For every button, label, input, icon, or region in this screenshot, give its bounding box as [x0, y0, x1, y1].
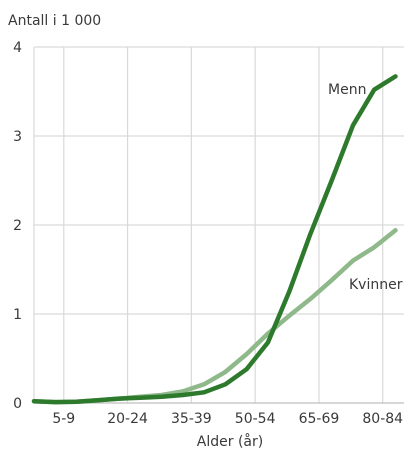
series-label-kvinner: Kvinner	[349, 277, 403, 293]
y-tick-label: 0	[13, 396, 22, 412]
y-axis-label: Antall i 1 000	[8, 13, 101, 29]
x-tick-label: 65-69	[299, 411, 340, 427]
series-label-menn: Menn	[328, 82, 366, 98]
y-tick-label: 2	[13, 218, 22, 234]
x-tick-label: 80-84	[362, 411, 403, 427]
x-axis-label: Alder (år)	[197, 433, 263, 450]
y-tick-label: 4	[13, 40, 22, 56]
x-tick-label: 5-9	[52, 411, 75, 427]
series-line-menn	[31, 74, 398, 405]
x-tick-label: 20-24	[107, 411, 148, 427]
y-tick-label: 1	[13, 307, 22, 323]
x-tick-labels: 5-9 20-24 35-39 50-54 65-69 80-84	[52, 411, 403, 427]
y-tick-labels: 0 1 2 3 4	[13, 40, 22, 412]
y-tick-label: 3	[13, 129, 22, 145]
series-lines	[31, 74, 398, 405]
series-line-kvinner	[31, 228, 398, 405]
x-tick-label: 50-54	[235, 411, 276, 427]
gridlines	[33, 46, 404, 404]
x-tick-label: 35-39	[171, 411, 212, 427]
